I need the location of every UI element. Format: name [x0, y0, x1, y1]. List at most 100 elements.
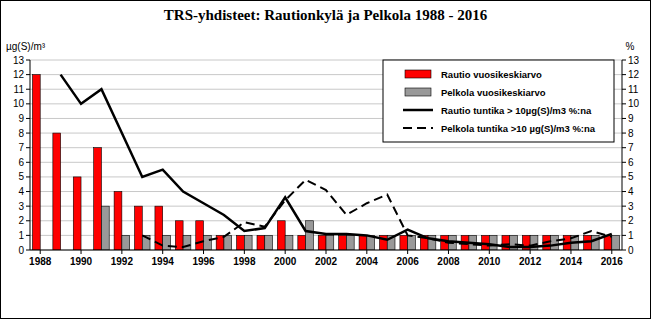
y2-tick-label: 6	[628, 157, 634, 168]
bar	[244, 235, 252, 250]
bar	[224, 235, 232, 250]
x-tick-label: 1992	[111, 256, 134, 267]
y-tick	[26, 60, 30, 61]
y-tick	[26, 235, 30, 236]
y-tick	[26, 162, 30, 163]
bar	[53, 133, 61, 250]
grid-line	[30, 176, 622, 177]
legend-swatch	[403, 109, 433, 112]
y-tick-label: 11	[14, 84, 25, 95]
bar	[204, 235, 212, 250]
legend-label: Rautio vuosikeskiarvo	[441, 69, 542, 80]
x-tick-label: 1996	[192, 256, 215, 267]
bar	[277, 221, 285, 250]
chart-frame	[1, 1, 651, 319]
y-tick-label: 7	[18, 142, 24, 153]
y2-tick-label: 5	[628, 171, 634, 182]
y-axis	[30, 60, 31, 250]
bar	[265, 235, 273, 250]
bar	[285, 235, 293, 250]
x-tick-label: 1994	[152, 256, 175, 267]
y2-tick	[622, 191, 626, 192]
y2-tick-label: 8	[628, 128, 634, 139]
bar	[318, 235, 326, 250]
y2-tick-label: 0	[628, 245, 634, 256]
y-tick	[26, 206, 30, 207]
legend-label: Rautio tuntika > 10µg(S)/m3 %:na	[441, 105, 592, 116]
y2-tick	[622, 60, 626, 61]
x-tick	[121, 250, 122, 254]
line	[142, 180, 612, 247]
y-tick	[26, 220, 30, 221]
y2-tick	[622, 118, 626, 119]
y-axis-label: µg(S)/m³	[6, 41, 46, 52]
y2-tick	[622, 147, 626, 148]
y2-tick-label: 1	[628, 230, 634, 241]
y2-tick	[622, 74, 626, 75]
y2-tick-label: 2	[628, 215, 634, 226]
y2-tick-label: 11	[628, 84, 639, 95]
y-tick	[26, 74, 30, 75]
y-tick-label: 12	[13, 69, 25, 80]
y-tick	[26, 118, 30, 119]
x-tick	[162, 250, 163, 254]
x-tick	[366, 250, 367, 254]
x-tick-label: 2008	[437, 256, 460, 267]
bar	[400, 235, 408, 250]
y2-tick	[622, 162, 626, 163]
y-tick-label: 6	[18, 157, 24, 168]
y-tick	[26, 191, 30, 192]
y-tick	[26, 250, 30, 251]
x-tick	[81, 250, 82, 254]
legend: Rautio vuosikeskiarvoPelkola vuosikeskia…	[383, 60, 614, 142]
bar	[183, 235, 191, 250]
x-tick	[489, 250, 490, 254]
y-tick-label: 9	[18, 113, 24, 124]
x-tick	[326, 250, 327, 254]
y2-tick	[622, 206, 626, 207]
y2-tick	[622, 250, 626, 251]
legend-swatch	[405, 70, 431, 78]
bar	[73, 177, 81, 250]
y-tick-label: 3	[18, 201, 24, 212]
y2-tick-label: 7	[628, 142, 634, 153]
bar	[135, 206, 143, 250]
y-tick	[26, 103, 30, 104]
y-tick-label: 2	[18, 215, 24, 226]
y2-tick	[622, 133, 626, 134]
bar	[257, 235, 265, 250]
y2-tick	[622, 176, 626, 177]
grid-line	[30, 162, 622, 163]
x-tick	[530, 250, 531, 254]
y2-tick	[622, 89, 626, 90]
x-tick	[244, 250, 245, 254]
bar	[339, 235, 347, 250]
x-tick	[203, 250, 204, 254]
bar	[346, 235, 354, 250]
y2-axis-label: %	[626, 41, 635, 52]
x-tick	[285, 250, 286, 254]
y2-tick-label: 10	[628, 98, 640, 109]
y2-tick-label: 9	[628, 113, 634, 124]
y-tick-label: 8	[18, 128, 24, 139]
x-tick-label: 2012	[519, 256, 542, 267]
legend-swatch	[403, 127, 433, 129]
bar	[94, 148, 102, 250]
bar	[196, 221, 204, 250]
x-tick	[570, 250, 571, 254]
bar	[32, 75, 40, 250]
x-tick-label: 2006	[397, 256, 420, 267]
y-tick	[26, 133, 30, 134]
y-tick	[26, 147, 30, 148]
bar	[163, 235, 171, 250]
bar	[101, 206, 109, 250]
y2-tick	[622, 220, 626, 221]
bar	[612, 235, 620, 250]
x-tick-label: 2016	[601, 256, 624, 267]
x-tick-label: 2004	[356, 256, 379, 267]
bar	[489, 235, 497, 250]
x-tick	[611, 250, 612, 254]
y-tick-label: 10	[13, 98, 25, 109]
x-tick-label: 2000	[274, 256, 297, 267]
x-tick	[448, 250, 449, 254]
